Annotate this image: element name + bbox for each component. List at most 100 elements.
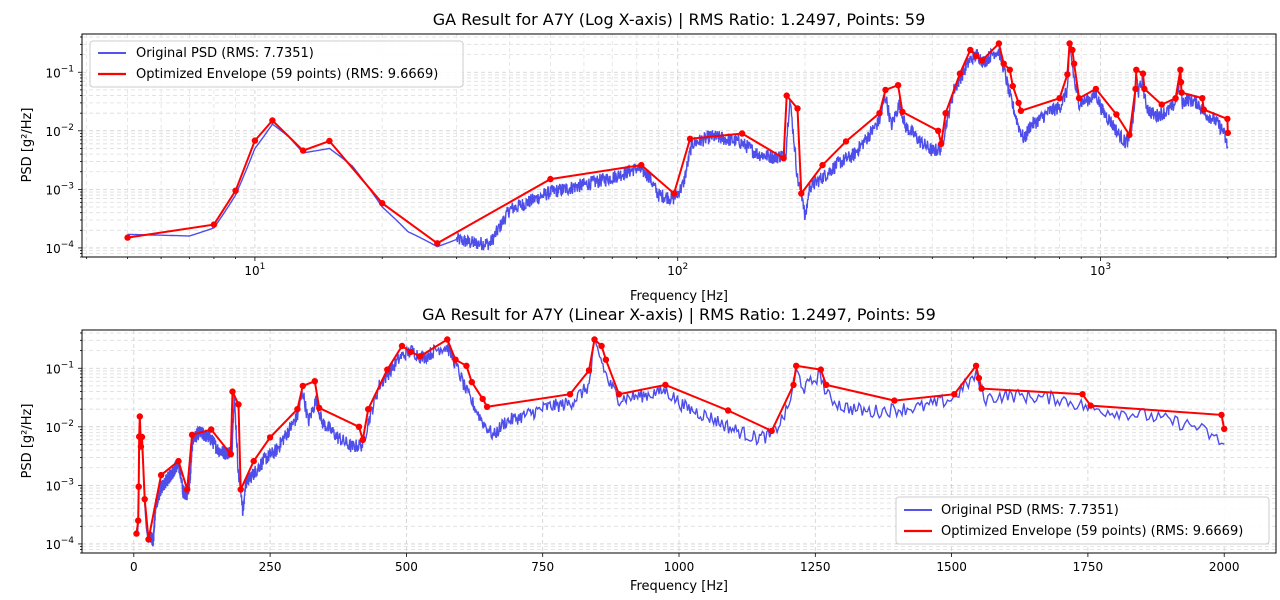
envelope-point bbox=[1069, 46, 1076, 54]
envelope-point bbox=[819, 161, 826, 169]
envelope-point bbox=[175, 457, 182, 465]
y-tick-label: 10−4 bbox=[45, 240, 74, 256]
y-axis-label: PSD [g²/Hz] bbox=[20, 404, 35, 479]
envelope-point bbox=[379, 200, 386, 207]
legend: Original PSD (RMS: 7.7351) Optimized Env… bbox=[895, 496, 1270, 545]
envelope-point bbox=[1177, 66, 1184, 74]
envelope-point bbox=[365, 406, 372, 413]
envelope-point bbox=[398, 342, 406, 350]
envelope-point bbox=[894, 82, 902, 89]
envelope-point bbox=[790, 381, 797, 389]
envelope-point bbox=[1221, 425, 1228, 433]
envelope-point bbox=[133, 530, 140, 537]
x-axis-label: Frequency [Hz] bbox=[630, 579, 728, 594]
y-tick-label: 10−2 bbox=[45, 123, 74, 139]
envelope-point bbox=[995, 40, 1003, 47]
envelope-point bbox=[135, 483, 142, 490]
envelope-point bbox=[817, 366, 824, 373]
envelope-point bbox=[444, 336, 451, 343]
envelope-point bbox=[483, 403, 491, 410]
envelope-point bbox=[823, 381, 830, 389]
envelope-point bbox=[468, 378, 475, 386]
envelope-point bbox=[294, 406, 301, 413]
envelope-point bbox=[416, 353, 424, 360]
envelope-point bbox=[137, 443, 145, 450]
envelope-point bbox=[598, 342, 605, 350]
x-axis-label: Frequency [Hz] bbox=[630, 289, 728, 304]
envelope-point bbox=[407, 348, 414, 356]
chart-title: GA Result for A7Y (Linear X-axis) | RMS … bbox=[422, 305, 936, 324]
envelope-point bbox=[602, 356, 610, 363]
envelope-point bbox=[141, 496, 148, 503]
envelope-point bbox=[251, 137, 259, 144]
envelope-point bbox=[359, 436, 366, 443]
envelope-point bbox=[1092, 85, 1100, 93]
envelope-point bbox=[136, 413, 143, 420]
envelope-point bbox=[798, 190, 805, 197]
envelope-point bbox=[662, 381, 669, 389]
envelope-point bbox=[967, 46, 974, 54]
envelope-point bbox=[479, 395, 486, 403]
envelope-point bbox=[463, 362, 470, 369]
envelope-point bbox=[1126, 131, 1133, 139]
envelope-point bbox=[208, 426, 215, 433]
envelope-point bbox=[235, 401, 242, 408]
envelope-point bbox=[355, 423, 363, 430]
envelope-point bbox=[670, 190, 678, 197]
plot-frame bbox=[81, 33, 1277, 258]
envelope-point bbox=[724, 407, 732, 414]
envelope-point bbox=[899, 108, 906, 116]
envelope-point bbox=[1009, 82, 1016, 90]
envelope-point bbox=[876, 110, 883, 117]
y-axis-label: PSD [g²/Hz] bbox=[20, 108, 35, 183]
envelope-point bbox=[434, 240, 441, 247]
envelope-point bbox=[842, 138, 850, 145]
x-tick-label: 1750 bbox=[1073, 560, 1104, 574]
x-tick-label: 2000 bbox=[1209, 560, 1240, 574]
x-tick-label: 103 bbox=[1090, 262, 1111, 278]
legend-box bbox=[895, 496, 1270, 545]
envelope-point bbox=[237, 486, 244, 493]
envelope-point bbox=[1178, 89, 1185, 96]
envelope-point bbox=[384, 366, 391, 373]
x-tick-label: 102 bbox=[667, 262, 688, 278]
y-tick-label: 10−4 bbox=[45, 536, 74, 552]
envelope-point bbox=[973, 52, 980, 60]
envelope-point bbox=[138, 433, 146, 441]
envelope-point bbox=[972, 362, 980, 369]
envelope-point bbox=[793, 362, 800, 369]
x-tick-label: 750 bbox=[531, 560, 554, 574]
envelope-point bbox=[951, 391, 958, 398]
envelope-point bbox=[1224, 129, 1232, 137]
envelope-point bbox=[210, 221, 218, 228]
y-tick-label: 10−2 bbox=[45, 419, 74, 435]
envelope-point bbox=[1158, 101, 1165, 108]
envelope-point bbox=[1224, 115, 1231, 123]
envelope-point bbox=[1199, 95, 1206, 102]
series-line-psd bbox=[127, 41, 1229, 251]
legend-label-psd: Original PSD (RMS: 7.7351) bbox=[941, 503, 1119, 518]
envelope-point bbox=[250, 457, 257, 465]
x-tick-label: 1250 bbox=[800, 560, 831, 574]
envelope-point bbox=[452, 356, 459, 363]
envelope-point bbox=[1017, 107, 1025, 115]
chart-title: GA Result for A7Y (Log X-axis) | RMS Rat… bbox=[433, 10, 926, 29]
envelope-point bbox=[956, 70, 964, 77]
legend-label-envelope: Optimized Envelope (59 points) (RMS: 9.6… bbox=[941, 524, 1243, 539]
y-tick-label: 10−1 bbox=[45, 360, 74, 376]
envelope-point bbox=[229, 388, 236, 395]
envelope-point bbox=[184, 486, 191, 493]
envelope-point bbox=[882, 86, 889, 94]
envelope-point bbox=[227, 451, 234, 458]
envelope-point bbox=[1177, 78, 1185, 86]
envelope-point bbox=[891, 397, 898, 404]
y-tick-label: 10−3 bbox=[45, 477, 74, 493]
envelope-point bbox=[1139, 70, 1147, 77]
envelope-point bbox=[316, 404, 323, 412]
x-tick-label: 101 bbox=[244, 262, 265, 278]
envelope-point bbox=[1133, 66, 1140, 74]
envelope-point bbox=[299, 147, 307, 154]
envelope-point bbox=[547, 175, 554, 183]
envelope-point bbox=[1075, 95, 1083, 102]
